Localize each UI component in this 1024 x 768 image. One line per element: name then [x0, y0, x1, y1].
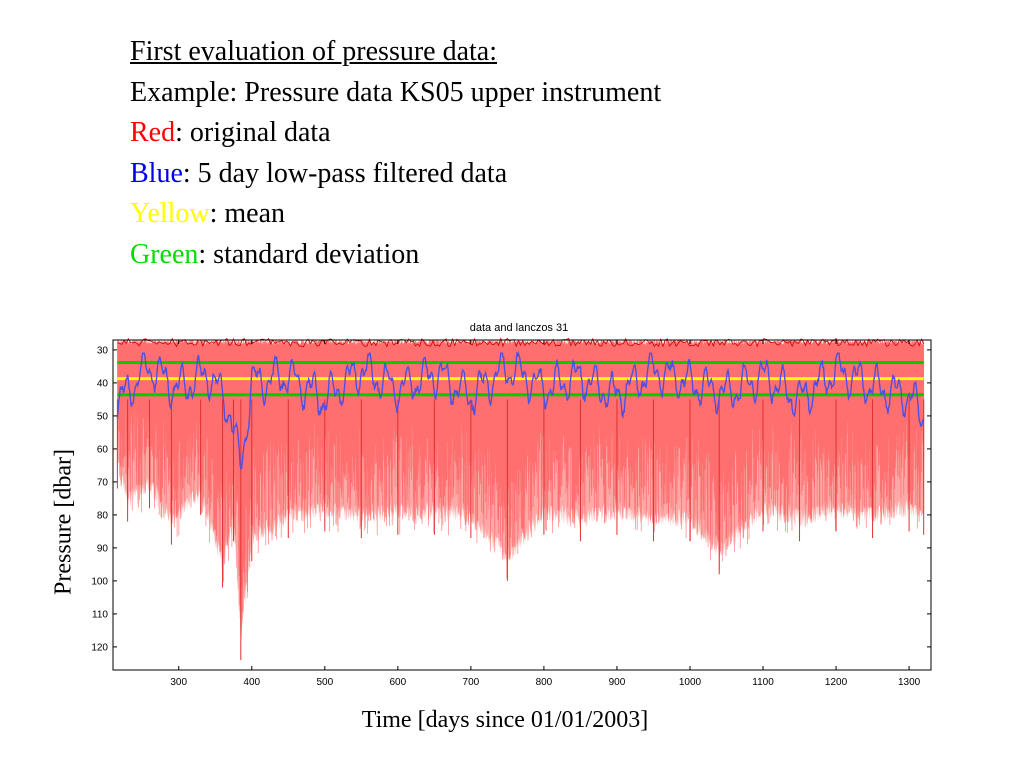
y-tick-label: 50 — [97, 411, 109, 422]
x-tick-label: 1000 — [679, 677, 702, 688]
filtered-data-line — [116, 350, 925, 470]
legend-yellow-desc: : mean — [209, 198, 286, 229]
legend-red-desc: : original data — [175, 117, 331, 148]
plot-frame — [112, 339, 932, 671]
y-tick-label: 120 — [91, 642, 108, 653]
legend-yellow-word: Yellow — [130, 198, 210, 229]
x-tick-label: 700 — [463, 677, 480, 688]
legend-blue-desc: : 5 day low-pass filtered data — [182, 157, 508, 189]
legend-red-line: Red: original data — [130, 113, 661, 154]
y-tick-label: 30 — [97, 345, 109, 356]
legend-blue-word: Blue — [130, 157, 183, 189]
x-tick-label: 800 — [536, 677, 553, 688]
x-axis-label: Time [days since 01/01/2003] — [361, 707, 649, 733]
slide-text-block: First evaluation of pressure data: Examp… — [130, 32, 661, 275]
y-axis-label: Pressure [dbar] — [50, 449, 77, 595]
x-tick-label: 300 — [170, 677, 187, 688]
chart-title: data and lanczos 31 — [470, 322, 568, 334]
y-tick-label: 40 — [97, 378, 109, 389]
y-tick-label: 70 — [97, 477, 109, 488]
legend-green-line: Green: standard deviation — [130, 235, 661, 276]
x-tick-label: 900 — [609, 677, 626, 688]
axis-ticks: 300 400 500 600 700 800 900 1000 1100 1200 1300 30 4… — [91, 340, 931, 688]
x-tick-label: 1200 — [825, 677, 848, 688]
x-tick-label: 500 — [316, 677, 333, 688]
y-tick-label: 80 — [97, 510, 109, 521]
y-tick-label: 110 — [92, 609, 108, 620]
y-tick-label: 60 — [97, 444, 109, 455]
y-tick-label: 90 — [97, 543, 109, 554]
x-tick-label: 1300 — [898, 677, 921, 688]
legend-yellow-line: Yellow: mean — [130, 194, 661, 235]
x-tick-label: 600 — [389, 677, 406, 688]
legend-red-word: Red — [130, 117, 176, 148]
slide-heading: First evaluation of pressure data: — [130, 36, 498, 67]
legend-green-word: Green — [130, 238, 199, 270]
y-tick-label: 100 — [91, 576, 108, 587]
slide-example-line: Example: Pressure data KS05 upper instru… — [130, 76, 662, 108]
x-tick-label: 400 — [243, 677, 260, 688]
x-tick-label: 1100 — [752, 677, 774, 688]
filtered-data-series — [116, 350, 925, 470]
legend-green-desc: : standard deviation — [198, 238, 420, 270]
legend-blue-line: Blue: 5 day low-pass filtered data — [130, 154, 661, 195]
